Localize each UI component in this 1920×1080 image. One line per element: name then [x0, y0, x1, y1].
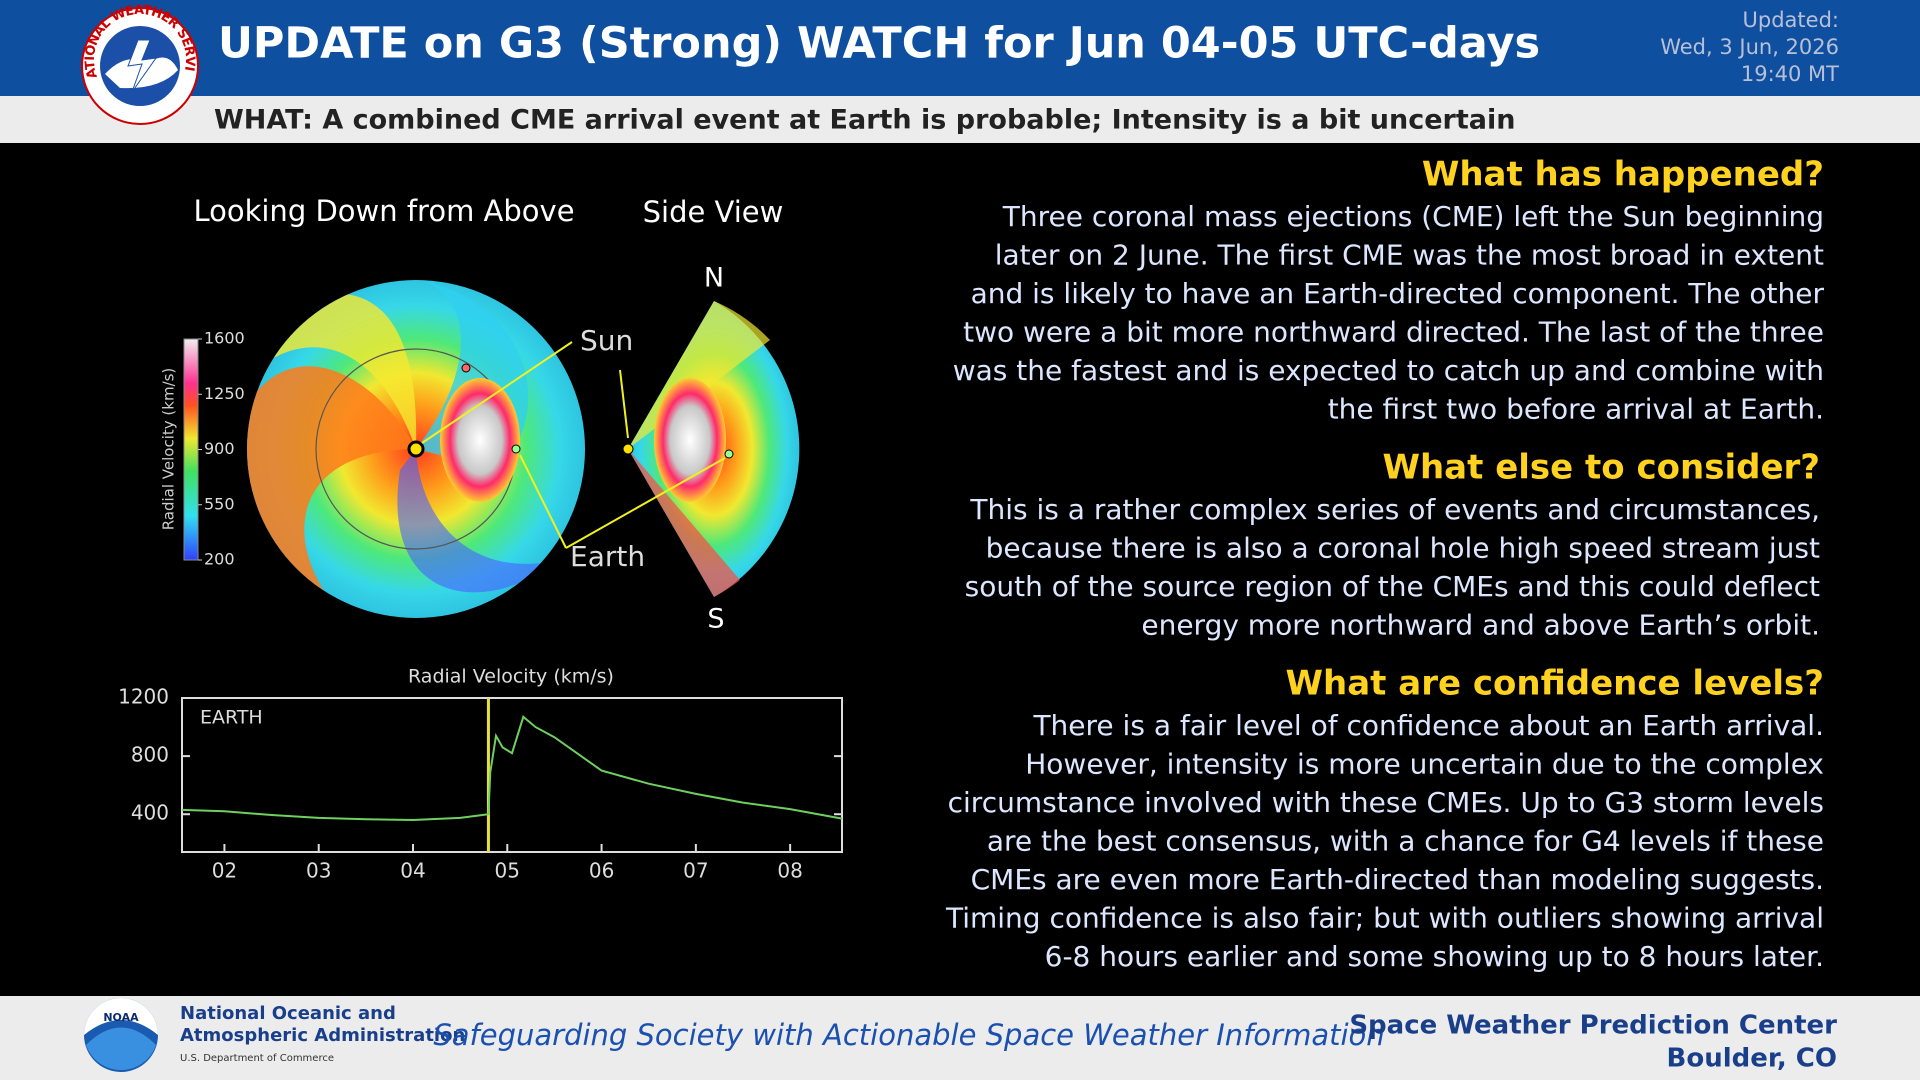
x-tick-label: 07 [683, 859, 708, 883]
top-view-title: Looking Down from Above [193, 194, 574, 228]
sun-label: Sun [580, 324, 633, 357]
section-line: two were a bit more northward directed. … [963, 316, 1824, 349]
section-line: energy more northward and above Earth’s … [1141, 609, 1820, 642]
text-sections: What has happened? Three coronal mass eje… [945, 155, 1825, 974]
section-line: This is a rather complex series of event… [969, 493, 1820, 526]
section-line: later on 2 June. The first CME was the m… [995, 239, 1824, 272]
section-line: Three coronal mass ejections (CME) left … [1002, 200, 1824, 233]
section-line: because there is also a coronal hole hig… [986, 532, 1820, 565]
updated-line: Wed, 3 Jun, 2026 [1660, 35, 1839, 59]
what-band [0, 96, 1920, 143]
velocity-plot: 400 800 1200 02 03 04 05 06 07 08 [118, 685, 843, 883]
x-tick-label: 04 [400, 859, 425, 883]
colorbar-tick-label: 550 [204, 494, 235, 513]
updated-line: Updated: [1743, 8, 1839, 32]
x-tick-label: 08 [777, 859, 802, 883]
x-tick-label: 02 [212, 859, 237, 883]
colorbar-tick-label: 1600 [204, 329, 245, 348]
colorbar-ticks: 1600 1250 900 550 200 [198, 329, 245, 569]
updated-line: 19:40 MT [1741, 62, 1839, 86]
section-line: There is a fair level of confidence abou… [1032, 709, 1824, 742]
plot-frame [181, 697, 843, 853]
y-tick-label: 400 [131, 801, 169, 825]
x-tick-label: 05 [495, 859, 520, 883]
section-line: south of the source region of the CMEs a… [965, 570, 1820, 603]
title: UPDATE on G3 (Strong) WATCH for Jun 04-0… [218, 19, 1540, 69]
plot-title: Radial Velocity (km/s) [408, 666, 614, 688]
agency-line: National Oceanic and [180, 1003, 396, 1024]
center-name: Space Weather Prediction Center [1349, 1011, 1837, 1041]
footer-band [0, 996, 1920, 1080]
colorbar [183, 338, 199, 561]
section-line: 6-8 hours earlier and some showing up to… [1045, 940, 1824, 973]
y-tick-label: 800 [131, 743, 169, 767]
what-line: WHAT: A combined CME arrival event at Ea… [214, 105, 1515, 136]
colorbar-tick-label: 200 [204, 550, 235, 569]
colorbar-tick-label: 1250 [204, 384, 245, 403]
center-location: Boulder, CO [1667, 1044, 1837, 1074]
earth-label: Earth [570, 540, 645, 573]
side-view-title: Side View [643, 195, 784, 229]
x-tick-label: 06 [589, 859, 614, 883]
section-heading: What are confidence levels? [1286, 664, 1824, 704]
header-band [0, 0, 1920, 96]
pointer-lines [421, 341, 726, 549]
top-view-image [247, 280, 585, 618]
colorbar-label: Radial Velocity (km/s) [160, 368, 178, 531]
plot-annotation: EARTH [200, 707, 263, 729]
tagline: Safeguarding Society with Actionable Spa… [433, 1018, 1384, 1052]
south-label: S [707, 604, 724, 635]
agency-line: Atmospheric Administration [180, 1025, 465, 1046]
section-heading: What else to consider? [1382, 448, 1820, 488]
section-heading: What has happened? [1422, 155, 1824, 195]
section-line: circumstance involved with these CMEs. U… [948, 786, 1824, 819]
updated-block: Updated: Wed, 3 Jun, 2026 19:40 MT [1660, 8, 1839, 86]
velocity-line [181, 715, 843, 822]
noaa-logo-text: NOAA [103, 1011, 139, 1024]
y-tick-label: 1200 [118, 685, 169, 709]
colorbar-tick-label: 900 [204, 439, 235, 458]
section-line: was the fastest and is expected to catch… [953, 354, 1824, 387]
noaa-logo: NOAA [84, 998, 158, 1072]
section-line: However, intensity is more uncertain due… [1025, 748, 1824, 781]
section-line: CMEs are even more Earth-directed than m… [971, 863, 1824, 896]
north-label: N [704, 263, 724, 294]
section-line: and is likely to have an Earth-directed … [971, 277, 1825, 310]
section-line: the first two before arrival at Earth. [1328, 393, 1824, 426]
x-tick-label: 03 [306, 859, 331, 883]
side-view-image [622, 301, 800, 597]
section-line: are the best consensus, with a chance fo… [987, 825, 1824, 858]
section-line: Timing confidence is also fair; but with… [945, 902, 1824, 935]
department: U.S. Department of Commerce [180, 1053, 334, 1064]
